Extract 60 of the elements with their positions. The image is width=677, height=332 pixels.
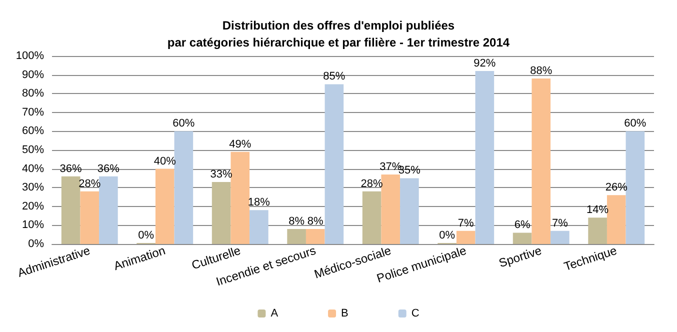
bar	[61, 176, 80, 244]
data-label: 88%	[530, 65, 552, 78]
data-label: 92%	[474, 58, 496, 70]
bar	[230, 152, 250, 244]
y-tick-label: 100%	[16, 50, 44, 62]
bar	[532, 78, 551, 244]
bar	[400, 178, 419, 244]
bar	[606, 195, 626, 244]
bar	[287, 228, 306, 244]
data-label: 26%	[605, 182, 628, 194]
data-label: 6%	[514, 219, 530, 232]
x-tick-label: Sportive	[497, 243, 544, 270]
y-tick-label: 0%	[28, 238, 44, 250]
bar	[250, 210, 268, 244]
chart-title: Distribution des offres d'emploi publiées par catégories hiérarchique et par filière - 1er trimestre 2014	[167, 18, 510, 50]
bar	[306, 228, 325, 244]
y-tick-label: 20%	[22, 200, 44, 212]
data-label: 36%	[97, 162, 120, 175]
bar	[212, 182, 231, 244]
data-label: 85%	[323, 70, 346, 83]
data-label: 7%	[552, 217, 568, 230]
bar	[362, 191, 382, 244]
bar	[588, 218, 607, 244]
y-tick-label: 40%	[22, 162, 44, 175]
data-label: 28%	[78, 178, 101, 190]
y-tick-label: 50%	[22, 144, 44, 156]
legend-label: C	[411, 308, 420, 320]
bar	[512, 232, 532, 244]
bar	[381, 174, 400, 244]
legend-label: B	[341, 308, 348, 320]
data-label: 14%	[586, 204, 609, 216]
y-tick-label: 10%	[22, 219, 44, 232]
bar	[324, 84, 344, 244]
y-tick-label: 80%	[22, 88, 44, 100]
data-label: 33%	[210, 168, 233, 180]
bar	[626, 131, 645, 244]
data-label: 28%	[360, 178, 384, 190]
data-label: 8%	[307, 215, 324, 228]
legend-label: A	[270, 308, 279, 320]
data-label: 60%	[624, 118, 646, 130]
bar	[174, 131, 194, 244]
data-label: 40%	[154, 155, 176, 168]
bar	[475, 71, 494, 244]
data-label: 18%	[248, 196, 270, 209]
data-label: 60%	[172, 118, 195, 130]
y-tick-label: 60%	[22, 125, 44, 138]
data-label: 36%	[60, 162, 82, 175]
data-label: 49%	[229, 138, 252, 150]
data-label: 8%	[288, 215, 305, 228]
data-label: 7%	[458, 217, 474, 230]
bar	[550, 230, 570, 244]
bar	[155, 168, 174, 244]
data-label: 0%	[439, 230, 456, 242]
bar	[99, 176, 118, 244]
y-tick-label: 90%	[22, 68, 44, 81]
y-tick-label: 70%	[22, 106, 44, 118]
bar	[80, 191, 100, 244]
data-label: 0%	[138, 230, 154, 242]
bar	[456, 230, 476, 244]
y-tick-label: 30%	[22, 182, 44, 194]
